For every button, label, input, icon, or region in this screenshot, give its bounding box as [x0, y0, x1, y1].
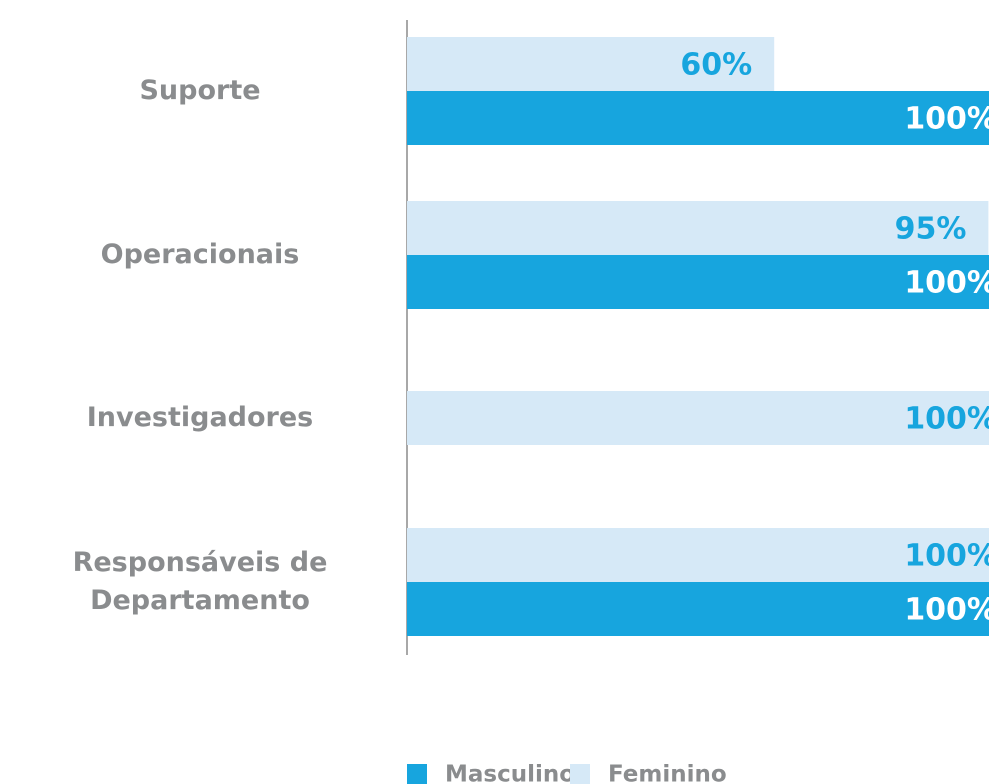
bar: [407, 201, 989, 255]
value-label: 95%: [895, 212, 967, 247]
category-label: Responsáveis de Departamento: [72, 547, 328, 616]
legend-label: Masculino: [445, 762, 575, 784]
value-label: 100%: [904, 539, 989, 574]
bar: [407, 391, 989, 445]
category-label: Suporte: [139, 75, 261, 106]
category-label: Investigadores: [86, 402, 314, 433]
bar: [407, 37, 775, 91]
bar: [407, 528, 989, 582]
value-label: 60%: [680, 48, 752, 83]
bar: [407, 582, 989, 636]
value-label: 100%: [904, 593, 989, 628]
value-label: 100%: [904, 402, 989, 437]
legend-label: Feminino: [608, 762, 727, 784]
value-label: 100%: [904, 266, 989, 301]
bar: [407, 255, 989, 309]
category-label: Operacionais: [100, 239, 300, 270]
bar: [407, 91, 989, 145]
legend-swatch: [570, 764, 590, 784]
legend-swatch: [407, 764, 427, 784]
value-label: 100%: [904, 102, 989, 137]
